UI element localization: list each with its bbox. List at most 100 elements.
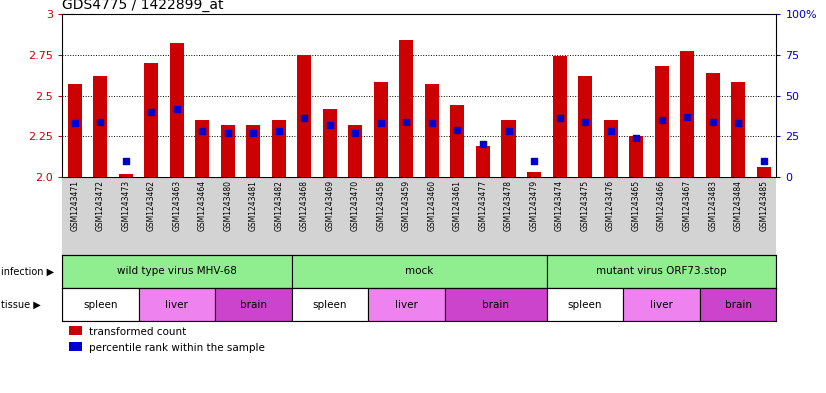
Bar: [221, 125, 235, 177]
Text: GSM1243465: GSM1243465: [632, 180, 641, 231]
Text: spleen: spleen: [567, 299, 602, 310]
Point: [119, 158, 132, 164]
Text: GSM1243479: GSM1243479: [529, 180, 539, 231]
Point: [732, 120, 745, 127]
Text: GSM1243462: GSM1243462: [147, 180, 156, 231]
Bar: [246, 125, 260, 177]
Point: [273, 128, 286, 134]
Text: GSM1243484: GSM1243484: [733, 180, 743, 231]
Point: [681, 114, 694, 120]
Bar: [368, 288, 444, 321]
Text: liver: liver: [165, 299, 188, 310]
Bar: [323, 108, 337, 177]
Point: [297, 115, 311, 121]
Point: [68, 120, 81, 127]
Text: GSM1243482: GSM1243482: [274, 180, 283, 231]
Point: [604, 128, 617, 134]
Bar: [425, 84, 439, 177]
Bar: [215, 288, 292, 321]
Text: brain: brain: [240, 299, 267, 310]
Text: liver: liver: [650, 299, 673, 310]
Point: [170, 105, 183, 112]
Bar: [654, 66, 668, 177]
Point: [578, 118, 591, 125]
Text: wild type virus MHV-68: wild type virus MHV-68: [116, 266, 237, 277]
Bar: [624, 288, 700, 321]
Text: GSM1243466: GSM1243466: [657, 180, 666, 231]
Text: spleen: spleen: [312, 299, 347, 310]
Text: spleen: spleen: [83, 299, 117, 310]
Text: GSM1243474: GSM1243474: [555, 180, 564, 231]
Text: GSM1243464: GSM1243464: [197, 180, 206, 231]
Bar: [680, 51, 694, 177]
Bar: [731, 83, 745, 177]
Text: GSM1243485: GSM1243485: [759, 180, 768, 231]
Text: GSM1243461: GSM1243461: [453, 180, 462, 231]
Point: [247, 130, 260, 136]
Bar: [69, 342, 82, 351]
Point: [451, 127, 464, 133]
Text: GSM1243477: GSM1243477: [478, 180, 487, 231]
Bar: [553, 56, 567, 177]
Bar: [93, 76, 107, 177]
Text: GSM1243481: GSM1243481: [249, 180, 258, 231]
Point: [323, 122, 336, 128]
Point: [425, 120, 439, 127]
Point: [553, 115, 566, 121]
Text: GSM1243472: GSM1243472: [96, 180, 105, 231]
Point: [706, 118, 719, 125]
Bar: [501, 120, 515, 177]
Text: GSM1243458: GSM1243458: [377, 180, 386, 231]
Text: GSM1243463: GSM1243463: [173, 180, 181, 231]
Text: brain: brain: [482, 299, 510, 310]
Bar: [69, 326, 82, 335]
Bar: [444, 288, 547, 321]
Text: brain: brain: [724, 299, 752, 310]
Point: [145, 108, 158, 115]
Bar: [476, 146, 490, 177]
Point: [477, 141, 490, 147]
Bar: [604, 120, 618, 177]
Bar: [292, 288, 368, 321]
Bar: [547, 288, 624, 321]
Bar: [400, 40, 414, 177]
Bar: [374, 83, 388, 177]
Text: GSM1243475: GSM1243475: [581, 180, 590, 231]
Text: infection ▶: infection ▶: [1, 266, 54, 277]
Text: GSM1243473: GSM1243473: [121, 180, 131, 231]
Point: [349, 130, 362, 136]
Text: GSM1243480: GSM1243480: [223, 180, 232, 231]
Point: [400, 118, 413, 125]
Text: transformed count: transformed count: [89, 327, 187, 337]
Bar: [145, 63, 159, 177]
Text: GSM1243476: GSM1243476: [606, 180, 615, 231]
Bar: [62, 255, 292, 288]
Bar: [170, 43, 184, 177]
Bar: [292, 255, 547, 288]
Bar: [119, 174, 133, 177]
Text: mock: mock: [405, 266, 434, 277]
Bar: [450, 105, 464, 177]
Text: GSM1243468: GSM1243468: [300, 180, 309, 231]
Text: GSM1243470: GSM1243470: [351, 180, 360, 231]
Bar: [547, 255, 776, 288]
Point: [655, 117, 668, 123]
Bar: [757, 167, 771, 177]
Bar: [195, 120, 209, 177]
Point: [93, 118, 107, 125]
Bar: [578, 76, 592, 177]
Bar: [62, 288, 139, 321]
Bar: [272, 120, 286, 177]
Text: GSM1243483: GSM1243483: [708, 180, 717, 231]
Point: [502, 128, 515, 134]
Point: [757, 158, 771, 164]
Bar: [527, 172, 541, 177]
Text: percentile rank within the sample: percentile rank within the sample: [89, 343, 265, 353]
Text: GDS4775 / 1422899_at: GDS4775 / 1422899_at: [62, 0, 224, 11]
Bar: [297, 55, 311, 177]
Bar: [629, 136, 643, 177]
Text: tissue ▶: tissue ▶: [1, 299, 40, 310]
Bar: [705, 73, 719, 177]
Text: GSM1243471: GSM1243471: [70, 180, 79, 231]
Text: GSM1243469: GSM1243469: [325, 180, 335, 231]
